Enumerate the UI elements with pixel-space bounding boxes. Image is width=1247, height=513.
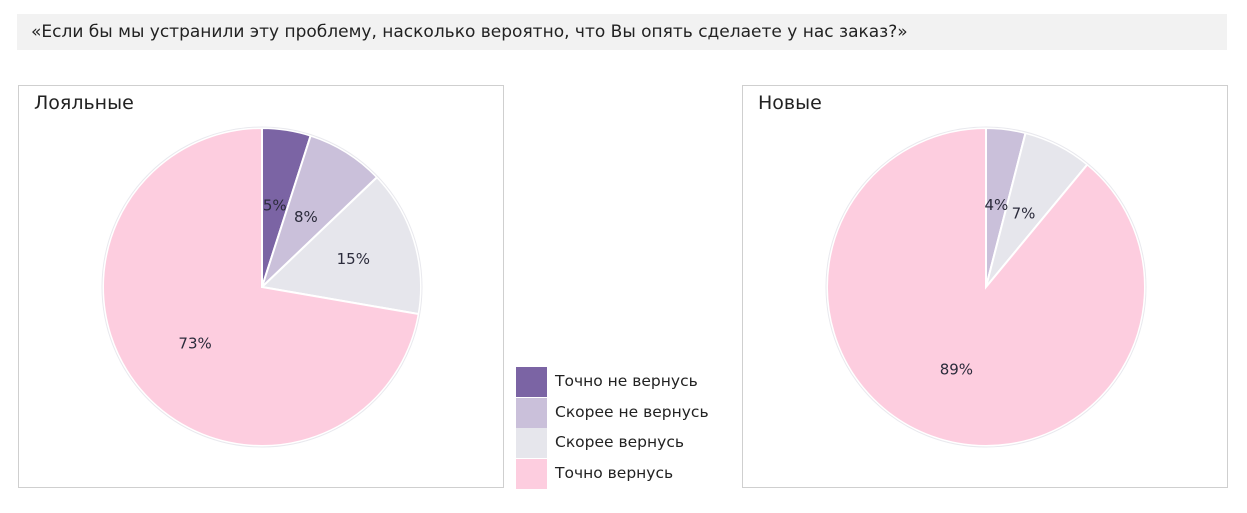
pie-panel-new: Новые 4% 7% 89%	[742, 85, 1228, 488]
legend-item[interactable]: Точно не вернусь	[516, 367, 746, 398]
legend-item[interactable]: Скорее вернусь	[516, 428, 746, 459]
legend-swatch	[516, 428, 547, 458]
slice-label: 4%	[985, 196, 1009, 214]
slice-label: 7%	[1012, 204, 1036, 222]
pie-outline	[825, 126, 1147, 448]
pie-slice[interactable]	[826, 126, 1146, 447]
legend-swatch	[516, 397, 547, 428]
legend-swatch	[516, 367, 547, 397]
legend-label: Скорее вернусь	[555, 433, 684, 451]
legend-item[interactable]: Точно вернусь	[516, 458, 746, 490]
legend-item[interactable]: Скорее не вернусь	[516, 397, 746, 429]
slice-label: 73%	[178, 334, 211, 352]
slice-label: 8%	[294, 208, 318, 226]
slice-label: 89%	[940, 360, 973, 378]
pie-outline	[101, 126, 423, 448]
legend-label: Скорее не вернусь	[555, 402, 709, 421]
pie-slice[interactable]	[102, 126, 420, 447]
chart-title: Лояльные	[34, 92, 134, 114]
slice-label: 15%	[337, 250, 370, 268]
slice-label: 5%	[263, 196, 287, 214]
pie-chart-new: 4% 7% 89%	[825, 126, 1147, 448]
chart-title: Новые	[758, 92, 822, 114]
pie-chart-loyal: 5% 8% 15% 73%	[101, 126, 423, 448]
legend-swatch	[516, 458, 547, 489]
question-banner: «Если бы мы устранили эту проблему, наск…	[17, 14, 1227, 50]
legend-label: Точно вернусь	[555, 463, 674, 482]
pie-slice[interactable]	[259, 175, 422, 316]
legend: Точно не вернусь Скорее не вернусь Скоре…	[516, 367, 746, 489]
pie-panel-loyal: Лояльные 5% 8% 15% 73%	[18, 85, 504, 488]
legend-label: Точно не вернусь	[555, 372, 698, 390]
